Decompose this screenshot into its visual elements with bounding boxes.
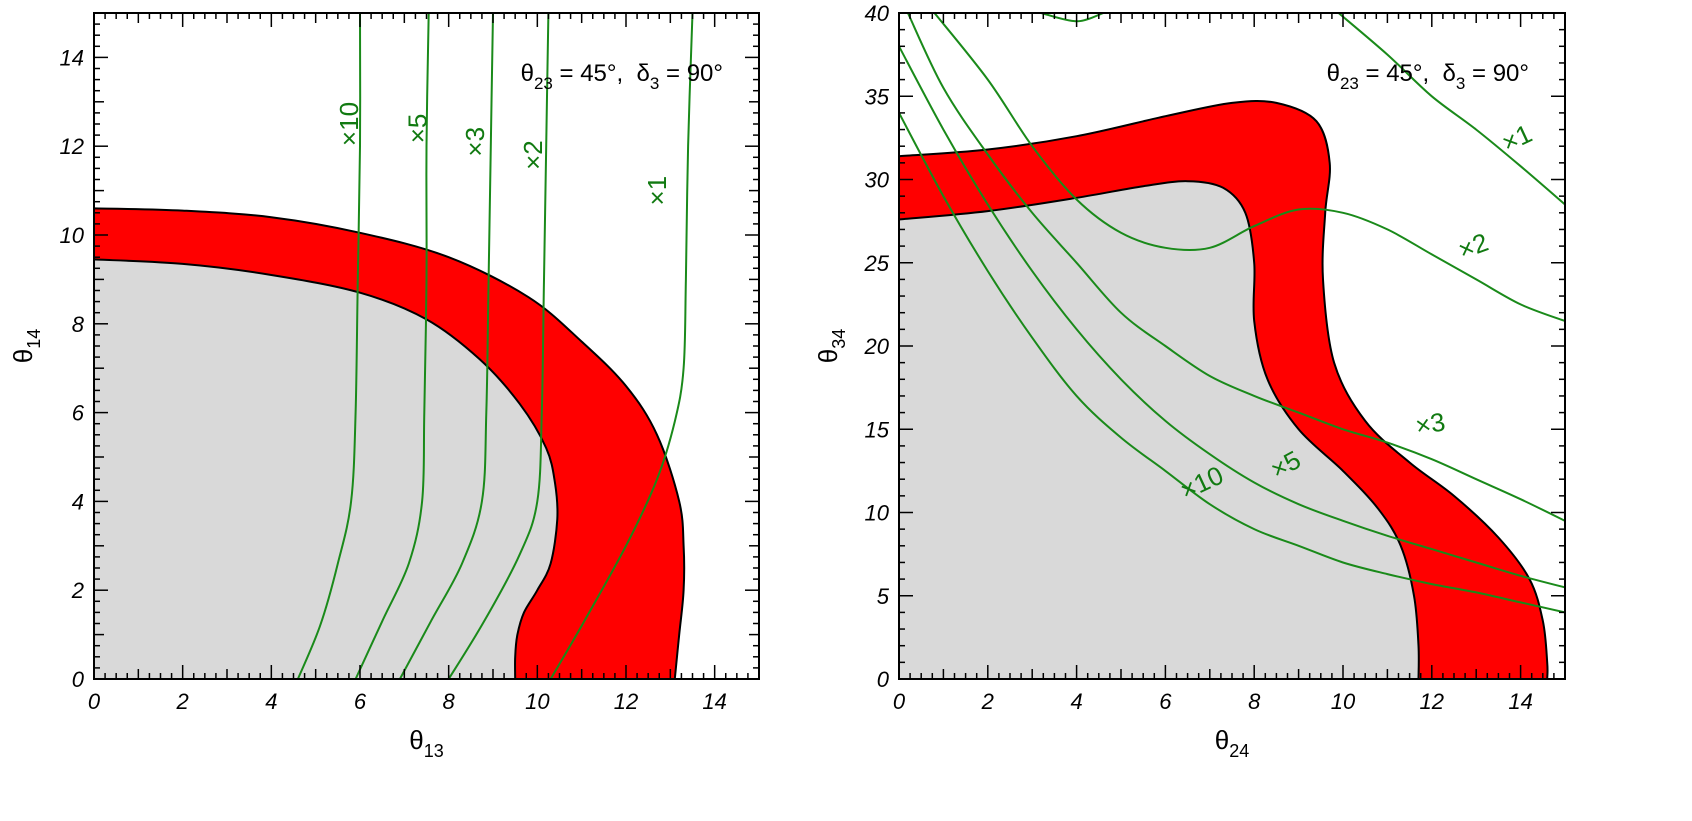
annot-eq1: = 45°, [1359, 60, 1443, 87]
x-tick-label: 2 [176, 689, 189, 714]
y-axis-label-main: θ [8, 349, 38, 363]
x-tick-label: 12 [1420, 689, 1444, 714]
x-axis-label-sub: 24 [1229, 741, 1249, 761]
contour-x3 [399, 13, 494, 679]
x-tick-label: 0 [88, 689, 101, 714]
x-tick-label: 8 [443, 689, 456, 714]
x-tick-label: 6 [1159, 689, 1172, 714]
annot-theta: θ [1327, 60, 1340, 87]
contour-x5 [354, 13, 430, 679]
x-tick-label: 14 [702, 689, 726, 714]
contour-x2 [933, 13, 1565, 322]
y-tick-label: 10 [865, 501, 890, 526]
excluded-region [899, 181, 1419, 679]
x-tick-label: 12 [614, 689, 638, 714]
annot-delta-sub: 3 [1456, 74, 1465, 93]
contour-x10 [899, 112, 1565, 614]
x-tick-label: 10 [1331, 689, 1356, 714]
curve-label: ×3 [460, 127, 490, 157]
contour-x2 [447, 13, 550, 679]
annot-eq2: = 90° [1465, 60, 1529, 87]
x-tick-label: 14 [1508, 689, 1532, 714]
curve-label: ×2 [518, 140, 548, 170]
y-tick-label: 6 [72, 401, 85, 426]
y-axis-label: θ34 [813, 329, 849, 364]
x-tick-label: 6 [354, 689, 367, 714]
y-tick-label: 0 [72, 667, 85, 692]
annot-delta-sub: 3 [650, 74, 659, 93]
y-tick-label: 14 [60, 45, 84, 70]
y-tick-label: 12 [60, 134, 84, 159]
band-outer-boundary [94, 207, 686, 679]
annot-delta: δ [1443, 60, 1456, 87]
band-outer-boundary [899, 99, 1549, 679]
annot-eq2: = 90° [659, 60, 723, 87]
contour-x1 [1040, 13, 1104, 23]
plot-area [899, 13, 1565, 679]
x-tick-label: 4 [1070, 689, 1082, 714]
x-tick-label: 4 [265, 689, 277, 714]
contour-x1b [1337, 13, 1565, 206]
y-tick-label: 40 [865, 1, 890, 26]
y-tick-label: 0 [877, 667, 890, 692]
y-tick-label: 8 [72, 312, 85, 337]
y-tick-label: 2 [71, 578, 84, 603]
annot-theta: θ [521, 60, 534, 87]
plot-area [94, 13, 694, 679]
excluded-region [94, 259, 558, 679]
annot-delta: δ [637, 60, 650, 87]
y-tick-label: 35 [865, 84, 890, 109]
annot-theta-sub: 23 [534, 74, 553, 93]
curve-label: ×5 [403, 114, 433, 144]
y-tick-label: 5 [877, 584, 890, 609]
y-axis-label-sub: 34 [829, 329, 849, 349]
x-tick-label: 8 [1248, 689, 1261, 714]
curve-label: ×10 [334, 102, 364, 146]
y-axis-label-main: θ [813, 349, 843, 363]
x-axis-label-main: θ [409, 725, 423, 755]
band-inner-boundary [899, 180, 1420, 679]
x-axis-label-sub: 13 [424, 741, 444, 761]
parameter-annotation: θ23 = 45°, δ3 = 90° [521, 60, 723, 93]
y-tick-label: 30 [865, 168, 890, 193]
x-tick-label: 0 [893, 689, 906, 714]
curve-label: ×1 [642, 176, 672, 206]
y-axis-label-sub: 14 [24, 329, 44, 349]
chart-panel-left: ×1×2×3×5×100 2 4 6 8 10 12 1402468101214θ13θ14θ… [8, 12, 760, 761]
contour-x5 [899, 45, 1565, 589]
x-tick-label: 2 [981, 689, 994, 714]
y-tick-label: 20 [864, 334, 890, 359]
annot-theta-sub: 23 [1340, 74, 1359, 93]
y-tick-label: 10 [60, 223, 85, 248]
x-axis-label: θ13 [409, 725, 444, 761]
contour-x3 [906, 13, 1565, 522]
y-tick-label: 25 [864, 251, 890, 276]
y-axis-label: θ14 [8, 329, 44, 364]
chart-panel-right: ×1×2×3×5×100 2 4 6 8 10 12 140510152025303540θ2… [813, 1, 1566, 761]
contour-x1 [549, 13, 694, 679]
y-tick-label: 4 [72, 489, 84, 514]
x-axis-label-main: θ [1215, 725, 1229, 755]
annot-eq1: = 45°, [553, 60, 637, 87]
x-tick-label: 10 [525, 689, 550, 714]
curve-label: ×3 [1413, 406, 1447, 441]
contour-x10 [296, 13, 362, 679]
band-inner-boundary [94, 258, 559, 679]
x-axis-label: θ24 [1215, 725, 1250, 761]
y-tick-label: 15 [865, 417, 890, 442]
curve-label: ×2 [1454, 227, 1492, 265]
parameter-annotation: θ23 = 45°, δ3 = 90° [1327, 60, 1529, 93]
